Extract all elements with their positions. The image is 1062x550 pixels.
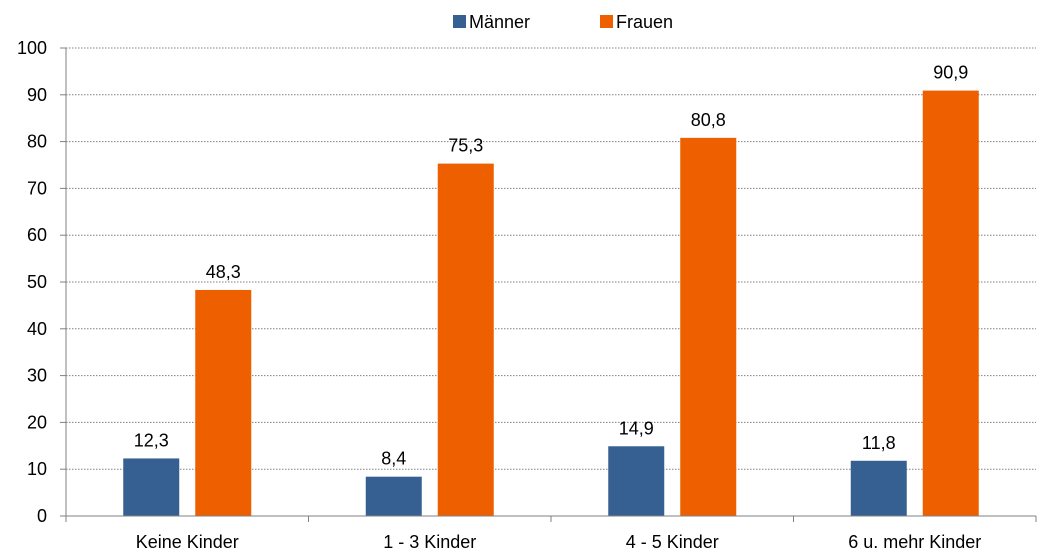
data-labels: 12,3 48,3 8,4 75,3 14,9 80,8 11,8 90,9 [134,63,969,469]
x-category-label: 6 u. mehr Kinder [848,532,981,550]
y-tick-label: 70 [27,178,47,198]
y-tick-label: 50 [27,272,47,292]
bar-maenner [608,446,665,516]
bar-maenner [123,458,180,516]
y-tick-label: 30 [27,366,47,386]
data-label: 12,3 [134,430,169,450]
data-label: 90,9 [933,63,968,83]
data-label: 75,3 [448,136,483,156]
legend-swatch [453,15,466,28]
x-category-label: 4 - 5 Kinder [626,532,719,550]
data-label: 8,4 [381,449,406,469]
y-tick-label: 100 [17,38,47,58]
y-tick-label: 80 [27,132,47,152]
legend-label: Männer [469,12,530,32]
data-label: 48,3 [206,262,241,282]
y-tick-label: 0 [37,506,47,526]
y-tick-label: 90 [27,85,47,105]
bar-maenner [850,460,907,516]
x-category-label: 1 - 3 Kinder [383,532,476,550]
x-axis: Keine Kinder 1 - 3 Kinder 4 - 5 Kinder 6 u.… [65,515,1037,550]
bar-frauen [437,163,494,516]
legend: Männer Frauen [453,12,673,32]
bar-frauen [195,289,252,516]
data-label: 14,9 [619,418,654,438]
y-tick-label: 10 [27,459,47,479]
bar-maenner [365,476,422,516]
y-tick-label: 40 [27,319,47,339]
bar-frauen [680,137,737,516]
data-label: 11,8 [862,433,896,453]
y-tick-label: 60 [27,225,47,245]
y-tick-label: 20 [27,412,47,432]
data-label: 80,8 [691,110,726,130]
y-axis: 0 10 20 30 40 50 60 70 80 90 100 [17,38,67,526]
legend-label: Frauen [616,12,673,32]
bar-frauen [922,90,979,516]
bars [123,90,979,516]
x-category-label: Keine Kinder [136,532,239,550]
legend-swatch [600,15,613,28]
